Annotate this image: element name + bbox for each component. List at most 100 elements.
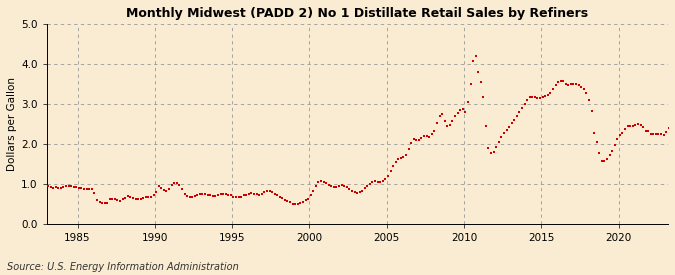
- Point: [74, 185, 84, 190]
- Point: [645, 131, 656, 136]
- Point: [63, 184, 74, 188]
- Point: [352, 191, 362, 195]
- Point: [133, 197, 144, 201]
- Point: [452, 111, 463, 115]
- Point: [496, 135, 507, 139]
- Point: [285, 200, 296, 205]
- Point: [288, 202, 298, 206]
- Point: [653, 131, 664, 136]
- Point: [251, 192, 262, 197]
- Point: [308, 189, 319, 193]
- Point: [305, 193, 316, 198]
- Point: [622, 124, 633, 129]
- Point: [401, 152, 412, 157]
- Point: [658, 133, 669, 138]
- Point: [194, 192, 205, 196]
- Point: [151, 190, 161, 194]
- Point: [316, 178, 327, 183]
- Point: [458, 107, 468, 111]
- Point: [599, 158, 610, 163]
- Point: [431, 121, 442, 125]
- Point: [92, 198, 103, 202]
- Point: [256, 192, 267, 196]
- Point: [472, 70, 483, 75]
- Point: [547, 87, 558, 91]
- Point: [269, 192, 280, 196]
- Point: [478, 95, 489, 99]
- Point: [390, 159, 401, 164]
- Point: [333, 184, 344, 188]
- Point: [267, 190, 277, 194]
- Point: [359, 186, 370, 190]
- Point: [483, 146, 494, 150]
- Point: [218, 192, 229, 196]
- Point: [84, 187, 95, 192]
- Point: [504, 125, 514, 130]
- Point: [303, 196, 314, 201]
- Point: [563, 82, 574, 87]
- Point: [421, 133, 432, 138]
- Point: [607, 148, 618, 153]
- Point: [481, 124, 491, 129]
- Point: [53, 186, 63, 190]
- Point: [388, 164, 399, 168]
- Point: [187, 195, 198, 199]
- Point: [537, 95, 548, 100]
- Point: [207, 194, 218, 199]
- Point: [424, 134, 435, 139]
- Point: [373, 179, 383, 184]
- Point: [48, 186, 59, 190]
- Point: [61, 184, 72, 188]
- Point: [50, 185, 61, 189]
- Point: [223, 192, 234, 197]
- Point: [119, 196, 130, 200]
- Point: [532, 96, 543, 100]
- Point: [612, 137, 623, 142]
- Point: [236, 194, 246, 199]
- Point: [501, 128, 512, 132]
- Point: [43, 184, 53, 188]
- Point: [604, 153, 615, 157]
- Point: [370, 179, 381, 183]
- Point: [313, 180, 324, 184]
- Point: [512, 114, 522, 118]
- Point: [519, 101, 530, 106]
- Point: [146, 195, 157, 199]
- Point: [666, 122, 675, 126]
- Point: [189, 194, 200, 199]
- Point: [277, 196, 288, 200]
- Point: [367, 179, 378, 184]
- Point: [491, 145, 502, 150]
- Point: [202, 192, 213, 197]
- Point: [614, 133, 625, 137]
- Point: [143, 195, 154, 199]
- Point: [166, 183, 177, 188]
- Point: [197, 192, 208, 196]
- Point: [215, 192, 226, 196]
- Point: [364, 182, 375, 186]
- Point: [385, 169, 396, 173]
- Point: [336, 183, 347, 187]
- Point: [556, 79, 566, 83]
- Point: [635, 123, 646, 127]
- Point: [625, 124, 636, 129]
- Point: [601, 157, 612, 161]
- Point: [244, 192, 254, 196]
- Point: [182, 194, 192, 198]
- Point: [632, 122, 643, 127]
- Point: [524, 95, 535, 100]
- Point: [318, 180, 329, 184]
- Point: [583, 98, 594, 102]
- Point: [264, 189, 275, 193]
- Point: [661, 130, 672, 134]
- Point: [279, 198, 290, 202]
- Point: [550, 83, 561, 87]
- Point: [156, 186, 167, 190]
- Point: [411, 138, 422, 142]
- Point: [383, 173, 394, 178]
- Point: [192, 193, 202, 197]
- Point: [393, 156, 404, 161]
- Point: [210, 194, 221, 199]
- Point: [455, 108, 466, 113]
- Point: [246, 191, 257, 196]
